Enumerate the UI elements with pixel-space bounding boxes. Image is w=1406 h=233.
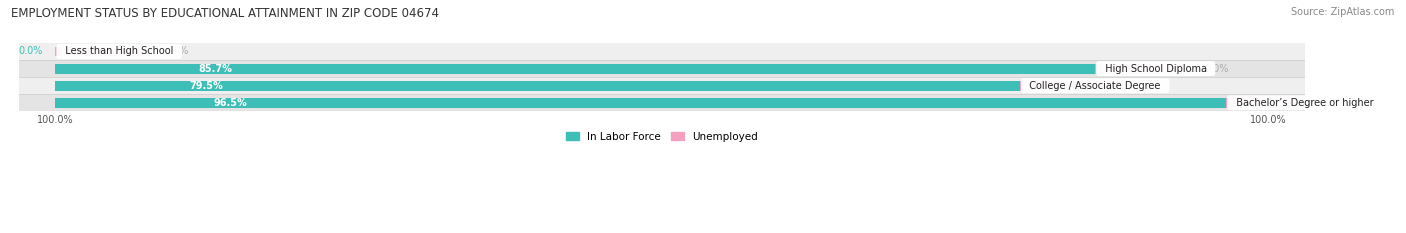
Bar — [18, 60, 1305, 77]
Text: 0.0%: 0.0% — [1129, 81, 1153, 91]
Text: EMPLOYMENT STATUS BY EDUCATIONAL ATTAINMENT IN ZIP CODE 04674: EMPLOYMENT STATUS BY EDUCATIONAL ATTAINM… — [11, 7, 439, 20]
Bar — [55, 47, 104, 56]
Legend: In Labor Force, Unemployed: In Labor Force, Unemployed — [567, 132, 758, 142]
Bar — [18, 77, 1305, 94]
Bar — [55, 98, 1226, 108]
Bar — [55, 47, 152, 56]
Bar — [18, 43, 1305, 60]
Text: Bachelor’s Degree or higher: Bachelor’s Degree or higher — [1230, 98, 1379, 108]
Text: 0.0%: 0.0% — [18, 47, 44, 56]
Text: 79.5%: 79.5% — [190, 81, 224, 91]
Bar — [18, 94, 1305, 111]
Text: Source: ZipAtlas.com: Source: ZipAtlas.com — [1291, 7, 1395, 17]
Bar — [1226, 98, 1323, 108]
Text: 85.7%: 85.7% — [198, 64, 232, 74]
Text: High School Diploma: High School Diploma — [1098, 64, 1213, 74]
Text: College / Associate Degree: College / Associate Degree — [1024, 81, 1167, 91]
Text: Less than High School: Less than High School — [59, 47, 180, 56]
Bar — [1095, 64, 1192, 74]
Text: 0.0%: 0.0% — [165, 47, 188, 56]
Text: 96.5%: 96.5% — [214, 98, 247, 108]
Bar — [55, 64, 1095, 74]
Text: 0.0%: 0.0% — [1336, 98, 1360, 108]
Text: 0.0%: 0.0% — [1204, 64, 1229, 74]
Bar — [1019, 81, 1116, 91]
Bar — [55, 81, 1019, 91]
